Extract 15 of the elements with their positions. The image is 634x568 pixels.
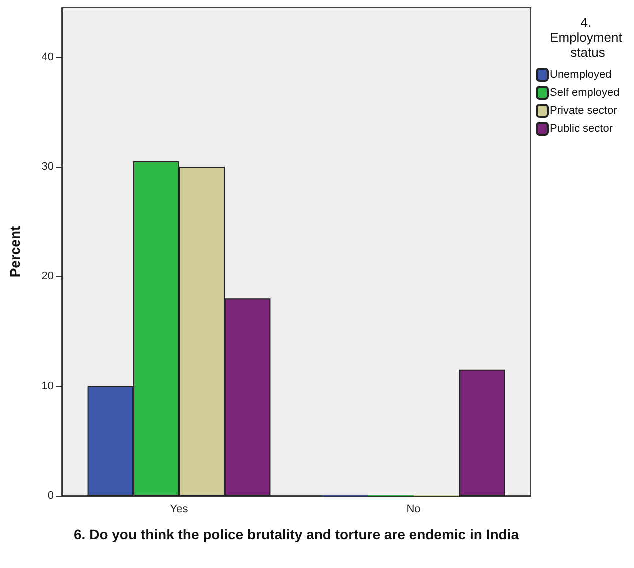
legend-label: Unemployed	[550, 69, 612, 81]
y-tick-label: 40	[42, 51, 54, 64]
y-tick-label: 0	[48, 490, 54, 502]
legend-title: 4. Employment status	[550, 15, 626, 60]
y-axis-title: Percent	[7, 226, 23, 278]
bar	[459, 370, 506, 496]
legend-label: Private sector	[550, 105, 618, 117]
y-tick-label: 20	[42, 270, 54, 283]
y-tick-label: 30	[42, 161, 54, 174]
legend-label: Public sector	[550, 123, 614, 135]
x-tick-label: Yes	[170, 504, 189, 516]
y-tick-label: 10	[42, 380, 54, 392]
x-axis-title: 6. Do you think the police brutality and torture are endemic in India	[74, 526, 520, 542]
legend-label: Self employed	[550, 87, 620, 99]
x-tick-label: No	[406, 504, 421, 516]
